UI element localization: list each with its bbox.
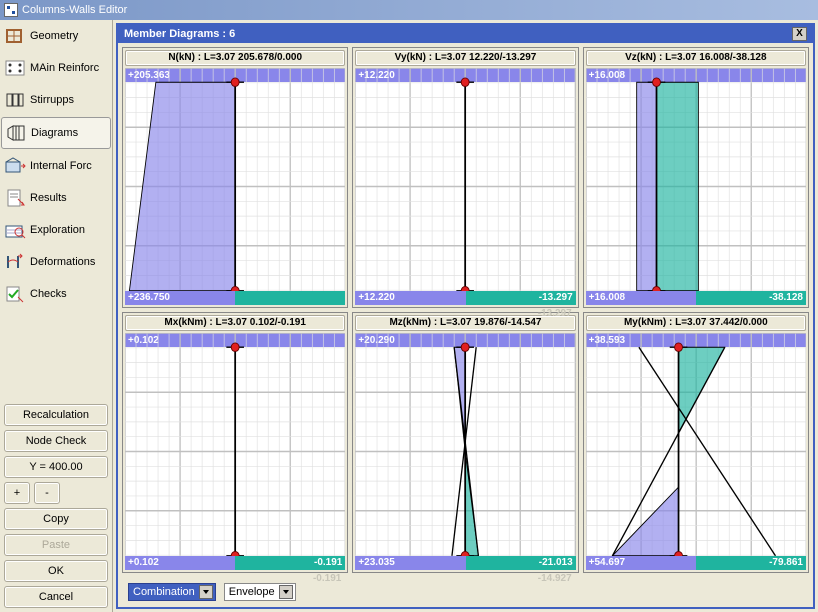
diagram-1: Vy(kN) : L=3.07 12.220/-13.297 +12.220 +… [352,47,578,308]
nav-label: Stirrupps [30,94,74,106]
diagram-body: +12.220 +12.220 -13.297 -13.297 [355,68,575,305]
bottom-right-value: -21.013 [466,556,576,570]
sidebar-item-exploration[interactable]: Exploration [0,214,112,246]
panel-titlebar: Member Diagrams : 6 X [118,25,813,43]
bottom-left-value: +236.750 [125,291,235,305]
envelope-dropdown[interactable]: Envelope [224,583,296,601]
diagram-0: N(kN) : L=3.07 205.678/0.000 +205.363 +2… [122,47,348,308]
nav-list: Geometry MAin Reinforc Stirrupps Diagrams In… [0,20,112,400]
sidebar-item-stirrupps[interactable]: Stirrupps [0,84,112,116]
diagram-grid: N(kN) : L=3.07 205.678/0.000 +205.363 +2… [118,43,813,577]
nav-label: Results [30,192,67,204]
bottom-left-value: +54.697 [586,556,696,570]
y-field[interactable]: Y = 400.00 [4,456,108,478]
nav-label: Internal Forc [30,160,92,172]
window-title: Columns-Walls Editor [22,0,127,20]
nav-icon [5,123,27,143]
gray-value: -13.297 [538,308,572,319]
bottom-left-value: +16.008 [586,291,696,305]
nav-icon [4,252,26,272]
nav-label: MAin Reinforc [30,62,99,74]
bottom-right-value: -13.297 [466,291,576,305]
nav-icon [4,220,26,240]
panel: Member Diagrams : 6 X N(kN) : L=3.07 205… [116,23,815,609]
sidebar-item-main-reinforc[interactable]: MAin Reinforc [0,52,112,84]
nav-label: Deformations [30,256,95,268]
sidebar-item-results[interactable]: Results [0,182,112,214]
app-icon [4,3,18,17]
diagram-body: +38.593 +54.697 -79.861 [586,333,806,570]
nav-icon [4,156,26,176]
diagram-title: Vz(kN) : L=3.07 16.008/-38.128 [586,50,806,66]
gray-value: -0.191 [313,573,341,584]
bottom-values: +23.035 -21.013 [355,556,575,570]
nav-icon [4,26,26,46]
bottom-right-value [235,291,345,305]
diagram-title: N(kN) : L=3.07 205.678/0.000 [125,50,345,66]
sidebar: Geometry MAin Reinforc Stirrupps Diagrams In… [0,20,113,612]
nav-label: Checks [30,288,67,300]
diagram-4: Mz(kNm) : L=3.07 19.876/-14.547 +20.290 … [352,312,578,573]
sidebar-item-internal-forc[interactable]: Internal Forc [0,150,112,182]
ok-button[interactable]: OK [4,560,108,582]
paste-button[interactable]: Paste [4,534,108,556]
plus-button[interactable]: + [4,482,30,504]
bottom-values: +16.008 -38.128 [586,291,806,305]
panel-title: Member Diagrams : 6 [124,28,235,40]
node-check-button[interactable]: Node Check [4,430,108,452]
nav-icon [4,188,26,208]
bottom-values: +236.750 [125,291,345,305]
controls: Combination Envelope [118,577,813,607]
diagram-title: Mx(kNm) : L=3.07 0.102/-0.191 [125,315,345,331]
titlebar: Columns-Walls Editor [0,0,818,20]
sidebar-item-geometry[interactable]: Geometry [0,20,112,52]
nav-label: Exploration [30,224,85,236]
nav-label: Geometry [30,30,78,42]
nav-icon [4,90,26,110]
diagram-title: Vy(kN) : L=3.07 12.220/-13.297 [355,50,575,66]
diagram-body: +0.102 +0.102 -0.191 -0.191 [125,333,345,570]
nav-label: Diagrams [31,127,78,139]
bottom-left-value: +12.220 [355,291,465,305]
nav-icon [4,284,26,304]
bottom-right-value: -0.191 [235,556,345,570]
bottom-left-value: +23.035 [355,556,465,570]
chevron-down-icon [279,585,293,599]
diagram-5: My(kNm) : L=3.07 37.442/0.000 +38.593 +5… [583,312,809,573]
bottom-right-value: -79.861 [696,556,806,570]
envelope-label: Envelope [229,586,275,598]
diagram-3: Mx(kNm) : L=3.07 0.102/-0.191 +0.102 +0.… [122,312,348,573]
sidebar-item-checks[interactable]: Checks [0,278,112,310]
close-icon[interactable]: X [792,27,807,41]
minus-button[interactable]: - [34,482,60,504]
bottom-values: +54.697 -79.861 [586,556,806,570]
diagram-body: +20.290 +23.035 -21.013 -14.927 [355,333,575,570]
nav-icon [4,58,26,78]
copy-button[interactable]: Copy [4,508,108,530]
bottom-values: +0.102 -0.191 [125,556,345,570]
diagram-body: +16.008 +16.008 -38.128 [586,68,806,305]
diagram-title: My(kNm) : L=3.07 37.442/0.000 [586,315,806,331]
button-stack: Recalculation Node Check Y = 400.00 + - … [0,400,112,612]
sidebar-item-diagrams[interactable]: Diagrams [1,117,111,149]
bottom-right-value: -38.128 [696,291,806,305]
diagram-body: +205.363 +236.750 [125,68,345,305]
gray-value: -14.927 [538,573,572,584]
combination-dropdown[interactable]: Combination [128,583,216,601]
bottom-values: +12.220 -13.297 [355,291,575,305]
sidebar-item-deformations[interactable]: Deformations [0,246,112,278]
diagram-2: Vz(kN) : L=3.07 16.008/-38.128 +16.008 +… [583,47,809,308]
combination-label: Combination [133,586,195,598]
cancel-button[interactable]: Cancel [4,586,108,608]
chevron-down-icon [199,585,213,599]
recalculation-button[interactable]: Recalculation [4,404,108,426]
bottom-left-value: +0.102 [125,556,235,570]
